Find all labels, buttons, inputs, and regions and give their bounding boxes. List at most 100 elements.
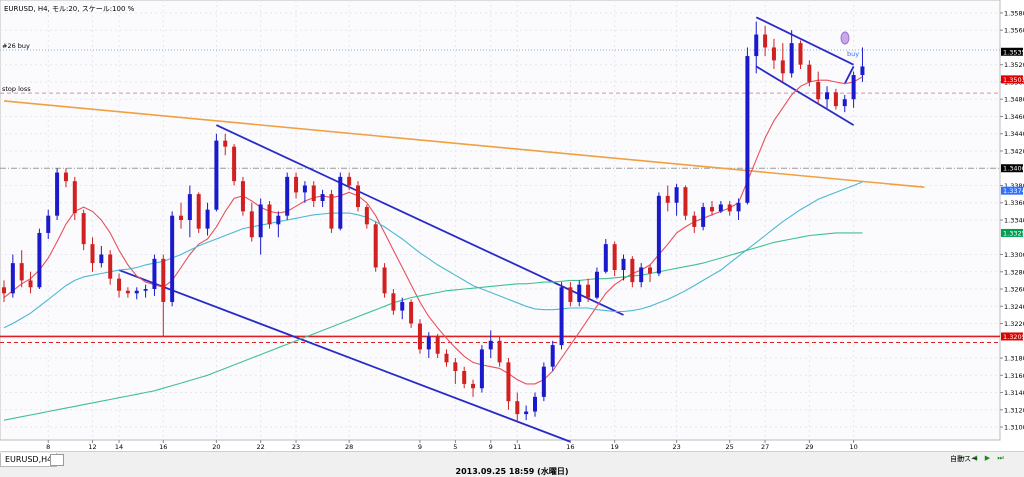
tab-scroll-button[interactable] [50,454,64,466]
candle-body [763,34,768,48]
symbol-tab[interactable]: EURUSD,H4 [0,453,58,467]
price-tag-box [1001,47,1023,56]
candle-body [320,194,325,202]
candle-body [780,60,785,74]
price-tag-label: 1.3400 [1003,165,1024,173]
y-tick-label: 1.3100 [1004,424,1024,432]
chart-title: EURUSD, H4, モル:20, スケール:100 % [4,5,135,13]
candle-body [2,287,6,294]
candle-body [258,204,263,238]
first-icon[interactable]: ⏮ [958,454,965,462]
candle-body [63,172,68,182]
candle-body [701,207,706,227]
candle-body [683,187,688,216]
candle-body [453,362,458,371]
candle-body [267,204,272,225]
y-tick-label: 1.3260 [1004,286,1024,294]
price-tag-label: 1.3503 [1003,76,1024,84]
candle-body [665,195,670,203]
orange-line [3,100,925,189]
candle-body [143,289,148,291]
candle-body [471,383,476,389]
candle-body [108,254,113,279]
candle-body [789,43,794,74]
candle-body [816,81,821,100]
candle-body [311,185,316,202]
candle-body [630,258,635,283]
candle-body [462,370,467,384]
y-tick-label: 1.3160 [1004,372,1024,380]
candle-body [745,56,750,203]
moving-averages [3,76,863,421]
candle-body [347,176,352,186]
candle-body [28,280,33,288]
candle-body [426,336,431,350]
candlesticks [2,21,865,423]
candle-body [285,176,290,216]
price-tag-box [1001,228,1023,237]
candle-body [329,194,334,229]
price-tag-box [1001,164,1023,173]
price-tag-label: 1.3325 [1003,229,1024,237]
channel-lower-1 [118,269,571,443]
trendlines [3,16,925,443]
candle-body [771,47,776,61]
y-tick-label: 1.3480 [1004,96,1024,104]
next-icon[interactable]: ▶ [984,454,991,462]
ma-line-3 [3,232,863,421]
candle-body [382,267,387,294]
x-tick-label: 25 [726,443,734,451]
candle-body [409,301,414,324]
candle-body [656,195,661,274]
candle-body [710,207,714,212]
y-tick-label: 1.3420 [1004,147,1024,155]
candle-body [90,244,95,264]
candle-body [550,345,555,367]
candle-body [10,263,15,294]
x-tick-label: 8 [46,443,50,451]
x-tick-label: 28 [345,443,353,451]
y-tick-label: 1.3380 [1004,182,1024,190]
channel-upper-2 [755,16,854,66]
candle-body [205,209,210,229]
price-tag-label: 1.3374 [1003,187,1024,195]
y-tick-label: 1.3340 [1004,217,1024,225]
candle-body [37,232,42,288]
candle-body [373,224,378,268]
candle-body [170,215,175,302]
price-tags: 1.3535 1.3503 1.3400 1.3374 1.3325 1.3205 [1001,47,1024,341]
x-tick-label: 11 [513,443,521,451]
candle-body [559,287,564,346]
y-tick-label: 1.3440 [1004,130,1024,138]
x-tick-label: 22 [257,443,265,451]
y-tick-label: 1.3220 [1004,320,1024,328]
prev-icon[interactable]: ◀ [971,454,978,462]
price-tag-box [1001,75,1023,84]
candle-body [196,194,201,229]
price-tag-box [1001,332,1023,341]
candle-body [179,215,183,220]
candle-body [506,362,511,402]
x-tick-label: 10 [849,443,857,451]
price-chart[interactable]: 1.35801.35601.35201.35001.34801.34601.34… [0,0,1024,451]
candle-body [152,258,157,290]
candle-body [400,301,405,311]
candle-body [240,181,245,212]
x-tick-label: 9 [489,443,493,451]
candle-body [798,43,803,65]
channel-upper-1 [216,124,624,316]
candle-body [524,411,529,415]
y-tick-label: 1.3560 [1004,27,1024,35]
x-tick-label: 23 [292,443,300,451]
candle-body [99,254,104,264]
y-tick-label: 1.3460 [1004,113,1024,121]
candle-body [19,263,24,281]
auto-scroll-checkbox[interactable]: 自動スー [950,455,978,463]
candle-body [338,176,343,229]
trade-marker-icon[interactable] [840,31,850,45]
candle-body [842,99,847,107]
candle-body [727,204,732,212]
candle-body [364,207,369,225]
last-icon[interactable]: ⏭ [997,454,1004,462]
candle-body [497,340,502,363]
